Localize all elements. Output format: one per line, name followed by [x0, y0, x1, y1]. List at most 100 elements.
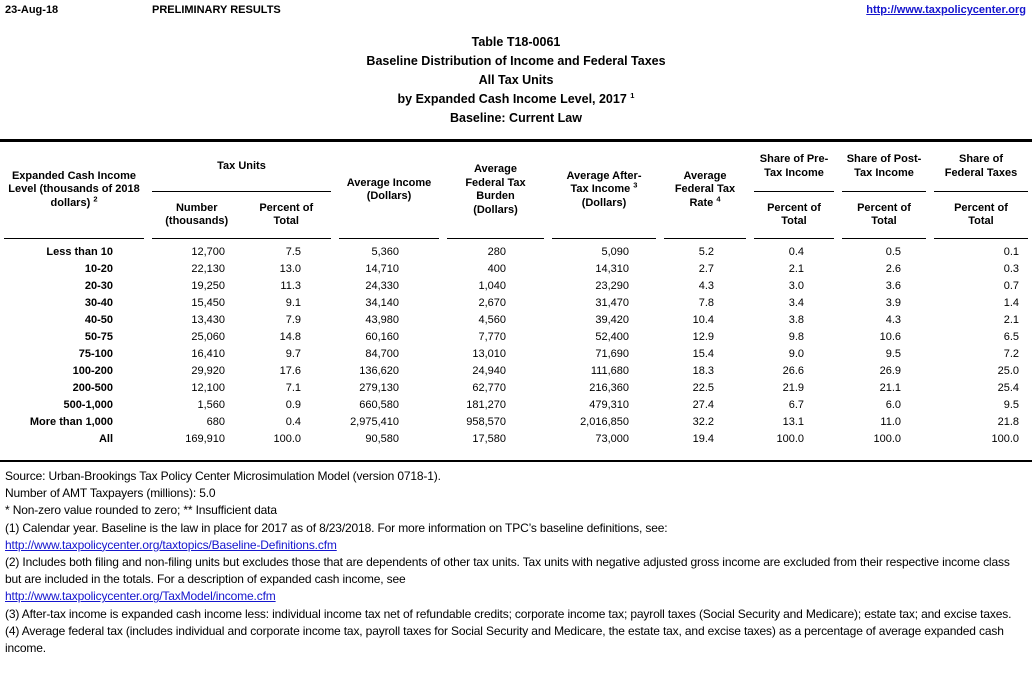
row-label-income-level: 40-50: [84, 314, 113, 326]
table-cell: 660,580: [359, 399, 399, 411]
footnote-4: (4) Average federal tax (includes indivi…: [5, 623, 1004, 656]
table-cell: 181,270: [466, 399, 506, 411]
table-cell: 17.6: [279, 365, 301, 377]
table-subtitle-income-level: by Expanded Cash Income Level, 2017 1: [397, 90, 635, 106]
table-cell: 60,160: [365, 331, 399, 343]
table-cell: 0.4: [788, 246, 804, 258]
row-label-income-level: 20-30: [84, 280, 113, 292]
table-row: 10-20 22,130 13.0 14,710 400 14,310 2.7 2.1 2.6 0…: [0, 261, 1032, 278]
table-cell: 52,400: [595, 331, 629, 343]
table-cell: 2,016,850: [580, 416, 629, 428]
column-header-number: Number (thousands): [165, 201, 229, 228]
table-cell: 680: [206, 416, 225, 428]
preliminary-results-label: PRELIMINARY RESULTS: [152, 4, 281, 16]
table-cell: 9.5: [885, 348, 901, 360]
table-cell: 0.3: [1003, 263, 1019, 275]
row-label-income-level: 30-40: [84, 297, 113, 309]
baseline-definitions-link[interactable]: http://www.taxpolicycenter.org/taxtopics…: [5, 537, 337, 552]
table-cell: 0.5: [885, 246, 901, 258]
table-cell: 0.9: [285, 399, 301, 411]
column-header-share-federal-taxes: Share of Federal Taxes Percent of Total: [930, 142, 1032, 239]
footnote-1: (1) Calendar year. Baseline is the law i…: [5, 520, 668, 535]
table-cell: 100.0: [776, 433, 804, 445]
table-cell: 4.3: [698, 280, 714, 292]
table-row: 30-40 15,450 9.1 34,140 2,670 31,470 7.8 3.4 3.9…: [0, 295, 1032, 312]
table-cell: 3.4: [788, 297, 804, 309]
table-cell: 2.1: [1003, 314, 1019, 326]
table-cell: 21.1: [879, 382, 901, 394]
table-cell: 7.1: [285, 382, 301, 394]
table-row: 50-75 25,060 14.8 60,160 7,770 52,400 12.9 9.8 1…: [0, 329, 1032, 346]
table-cell: 216,360: [589, 382, 629, 394]
site-link-container: http://www.taxpolicycenter.org: [866, 4, 1026, 16]
table-cell: 14.8: [279, 331, 301, 343]
table-cell: 280: [487, 246, 506, 258]
table-cell: 31,470: [595, 297, 629, 309]
column-header-average-income: Average Income (Dollars): [335, 142, 443, 239]
table-cell: 24,940: [472, 365, 506, 377]
table-cell: 34,140: [365, 297, 399, 309]
table-subtitle-baseline: Baseline: Current Law: [450, 111, 582, 125]
footnote-ref-1: 1: [630, 90, 635, 100]
table-cell: 7,770: [478, 331, 506, 343]
table-top-rule: [0, 139, 1032, 142]
table-cell: 24,330: [365, 280, 399, 292]
income-level-label: Expanded Cash Income Level (thousands of…: [8, 169, 140, 209]
row-label-income-level: More than 1,000: [29, 416, 113, 428]
table-cell: 100.0: [991, 433, 1019, 445]
table-cell: 479,310: [589, 399, 629, 411]
footnote-ref-4: 4: [716, 194, 721, 204]
table-cell: 16,410: [191, 348, 225, 360]
table-subtitle-units: All Tax Units: [478, 73, 554, 87]
table-cell: 100.0: [873, 433, 901, 445]
table-cell: 100.0: [273, 433, 301, 445]
column-header-average-federal-tax-burden: Average Federal Tax Burden (Dollars): [443, 142, 548, 239]
table-cell: 2.7: [698, 263, 714, 275]
table-cell: 21.8: [997, 416, 1019, 428]
column-header-income-level: Expanded Cash Income Level (thousands of…: [0, 142, 148, 239]
row-label-income-level: 100-200: [72, 365, 113, 377]
table-cell: 14,710: [365, 263, 399, 275]
table-cell: 23,290: [595, 280, 629, 292]
table-cell: 0.7: [1003, 280, 1019, 292]
table-cell: 15,450: [191, 297, 225, 309]
table-cell: 13,430: [191, 314, 225, 326]
table-cell: 3.8: [788, 314, 804, 326]
table-cell: 9.0: [788, 348, 804, 360]
table-cell: 111,680: [590, 365, 629, 377]
table-cell: 25.4: [997, 382, 1019, 394]
table-cell: 19.4: [692, 433, 714, 445]
footnotes: Source: Urban-Brookings Tax Policy Cente…: [0, 468, 1032, 657]
income-definition-link[interactable]: http://www.taxpolicycenter.org/TaxModel/…: [5, 589, 276, 604]
row-label-income-level: 50-75: [84, 331, 113, 343]
table-cell: 3.6: [885, 280, 901, 292]
table-row: 20-30 19,250 11.3 24,330 1,040 23,290 4.3 3.0 3.…: [0, 278, 1032, 295]
table-cell: 5.2: [698, 246, 714, 258]
table-cell: 9.5: [1003, 399, 1019, 411]
asterisk-note: * Non-zero value rounded to zero; ** Ins…: [5, 503, 277, 518]
table-cell: 400: [487, 263, 506, 275]
table-title-block: Table T18-0061 Baseline Distribution of …: [0, 33, 1032, 128]
table-cell: 1,040: [478, 280, 506, 292]
table-row: Less than 10 12,700 7.5 5,360 280 5,090 5.2 0.4…: [0, 244, 1032, 261]
table-cell: 0.1: [1003, 246, 1019, 258]
table-cell: 17,580: [472, 433, 506, 445]
taxpolicycenter-home-link[interactable]: http://www.taxpolicycenter.org: [866, 4, 1026, 16]
table-cell: 9.8: [788, 331, 804, 343]
report-date: 23-Aug-18: [5, 4, 59, 16]
table-cell: 22,130: [191, 263, 225, 275]
table-cell: 73,000: [595, 433, 629, 445]
table-cell: 21.9: [782, 382, 804, 394]
table-bottom-rule: [0, 460, 1032, 462]
row-label-income-level: All: [98, 433, 113, 445]
table-cell: 12.9: [692, 331, 714, 343]
table-cell: 6.7: [788, 399, 804, 411]
column-header-average-after-tax-income: Average After-Tax Income 3 (Dollars): [548, 142, 660, 239]
table-cell: 26.9: [879, 365, 901, 377]
table-cell: 4.3: [885, 314, 901, 326]
table-cell: 25.0: [997, 365, 1019, 377]
table-cell: 9.1: [285, 297, 301, 309]
table-cell: 6.0: [885, 399, 901, 411]
table-subtitle-distribution: Baseline Distribution of Income and Fede…: [366, 54, 666, 68]
table-cell: 84,700: [365, 348, 399, 360]
